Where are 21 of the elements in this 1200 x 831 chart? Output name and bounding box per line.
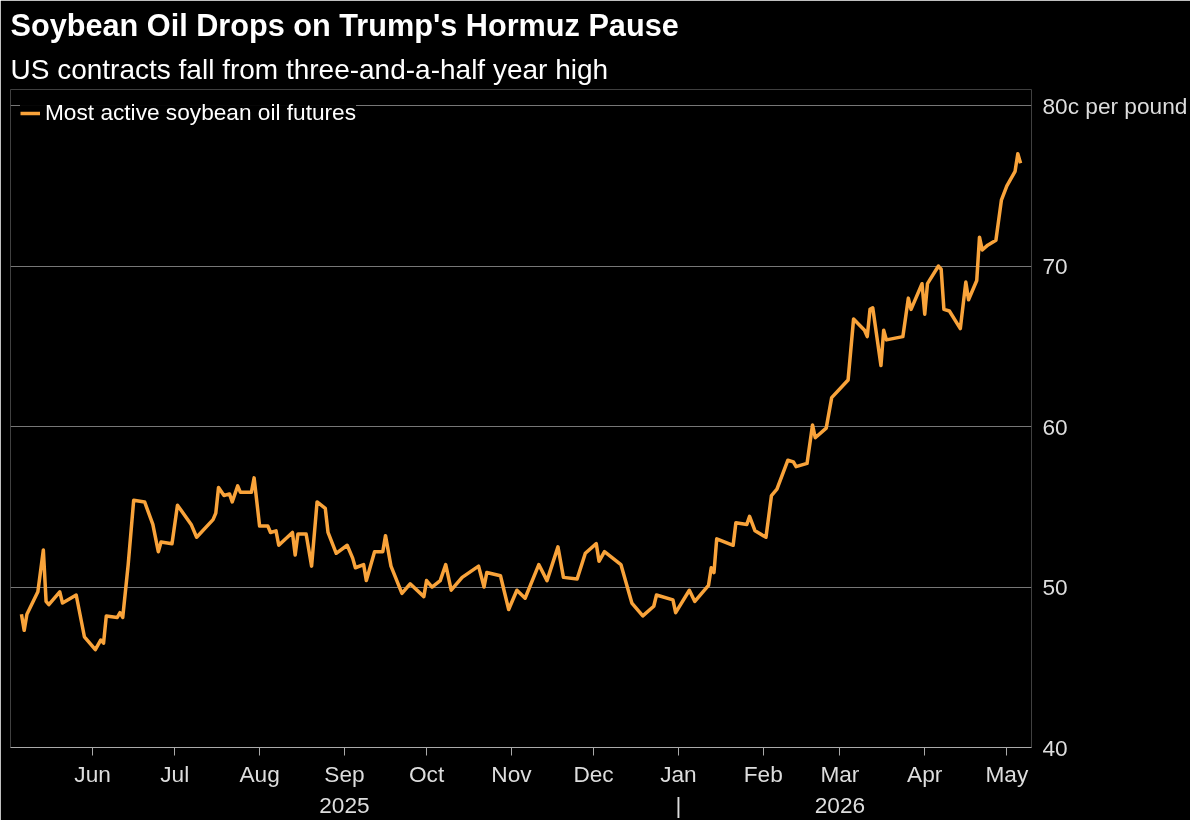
x-tick-label: Jun [74,760,111,787]
x-tick-label: Apr [907,760,943,787]
y-tick-label: 40 [1042,734,1068,761]
legend-label: Most active soybean oil futures [45,99,357,126]
line-series [19,151,1023,652]
x-tick-label: Dec [573,760,614,787]
y-tick-label: 60 [1042,413,1068,440]
x-tick-label: Jul [160,760,190,787]
chart-subtitle: US contracts fall from three-and-a-half year high [10,53,609,85]
y-tick-label: 70 [1042,253,1068,280]
x-tick-label: May [985,760,1029,787]
x-tick-label: Feb [743,760,783,787]
x-tick-label: Nov [491,760,533,787]
x-tick-label: Aug [239,760,280,787]
x-tick-label: Oct [408,760,445,787]
y-tick-label: 50 [1042,574,1068,601]
x-tick-label: Mar 2026 [814,760,866,818]
x-tick-label: Sep 2025 [319,760,370,818]
chart-title: Soybean Oil Drops on Trump's Hormuz Pause [10,7,679,43]
y-tick-label: 80c per pound [1042,92,1188,119]
x-tick-label: Jan | [660,760,697,818]
